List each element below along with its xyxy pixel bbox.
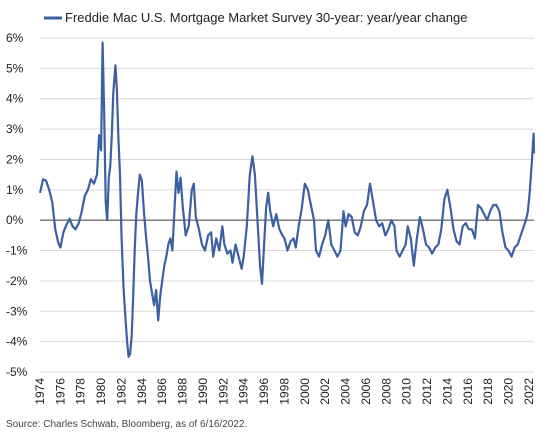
source-note: Source: Charles Schwab, Bloomberg, as of… (6, 419, 248, 430)
x-tick-label: 2000 (298, 378, 312, 405)
x-tick-label: 2002 (318, 378, 332, 405)
legend-label: Freddie Mac U.S. Mortgage Market Survey … (65, 10, 467, 25)
y-tick-label: 6% (6, 31, 24, 45)
y-tick-label: 5% (6, 61, 24, 75)
x-tick-label: 1992 (216, 378, 230, 405)
x-tick-label: 1980 (94, 378, 108, 405)
x-tick-label: 2020 (502, 378, 516, 405)
x-tick-label: 1974 (33, 378, 47, 405)
y-tick-label: -1% (6, 244, 28, 258)
x-tick-label: 1994 (237, 378, 251, 405)
y-tick-label: -3% (6, 304, 28, 318)
x-tick-label: 1984 (135, 378, 149, 405)
x-tick-label: 2008 (379, 378, 393, 405)
y-tick-label: -4% (6, 335, 28, 349)
x-tick-label: 2016 (461, 378, 475, 405)
x-tick-label: 2014 (440, 378, 454, 405)
y-tick-label: 0% (6, 213, 24, 227)
y-tick-label: 2% (6, 152, 24, 166)
x-tick-label: 1976 (53, 378, 67, 405)
x-tick-label: 2004 (339, 378, 353, 405)
x-tick-label: 1990 (196, 378, 210, 405)
y-tick-label: -2% (6, 274, 28, 288)
series-line (38, 41, 536, 358)
x-tick-label: 1978 (74, 378, 88, 405)
x-tick-label: 1988 (176, 378, 190, 405)
y-tick-label: -5% (6, 365, 28, 379)
x-tick-label: 2006 (359, 378, 373, 405)
y-tick-label: 4% (6, 92, 24, 106)
y-tick-label: 1% (6, 183, 24, 197)
x-tick-label: 1996 (257, 378, 271, 405)
x-tick-label: 1986 (155, 378, 169, 405)
x-tick-label: 1998 (277, 378, 291, 405)
x-tick-label: 2018 (481, 378, 495, 405)
y-tick-label: 3% (6, 122, 24, 136)
x-tick-label: 2010 (400, 378, 414, 405)
x-tick-label: 2022 (522, 378, 536, 405)
x-tick-label: 1982 (114, 378, 128, 405)
x-tick-label: 2012 (420, 378, 434, 405)
line-chart: 6% 5% 4% 3% 2% 1% 0% -1% -2% -3% -4% -5% 1974 1976 19… (6, 10, 536, 405)
